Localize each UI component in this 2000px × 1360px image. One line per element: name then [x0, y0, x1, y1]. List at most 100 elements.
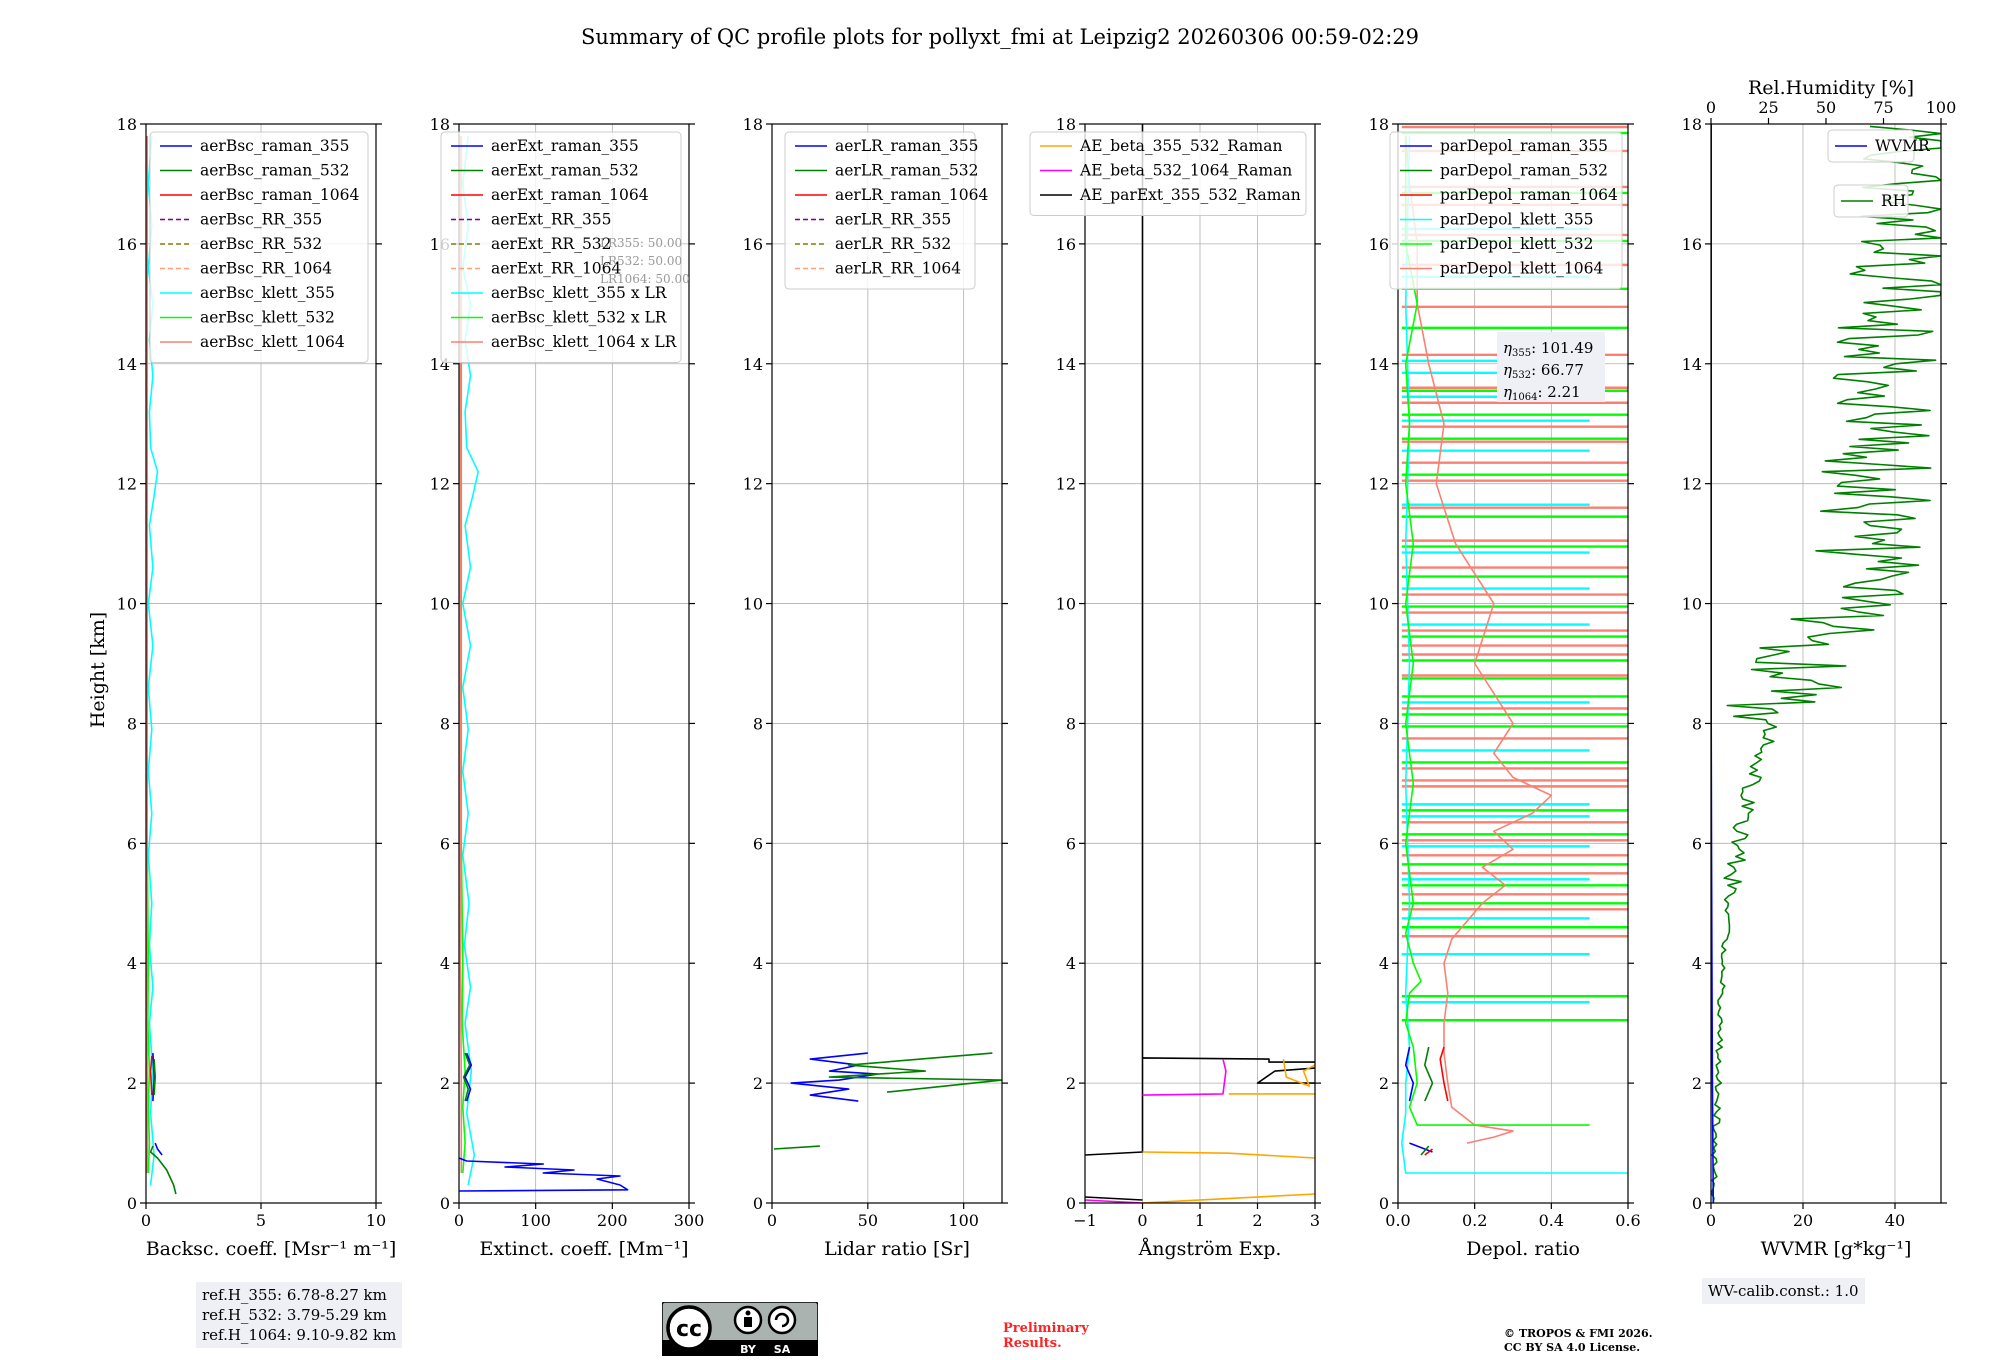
- y-tick-label: 18: [743, 115, 763, 134]
- eta-subscript: 532: [1512, 370, 1531, 381]
- eta-value: η1064: 2.21: [1503, 383, 1581, 403]
- gridlines: [1710, 123, 1941, 1204]
- legend-label: aerBsc_klett_355: [200, 284, 335, 302]
- legend-label: parDepol_raman_1064: [1440, 186, 1618, 204]
- axes-frame: [1397, 123, 1629, 1204]
- series-aerBsc_raman_532: [153, 1059, 156, 1096]
- y-tick-label: 14: [1369, 355, 1389, 374]
- series-parDepol_klett_1064: [1404, 135, 1553, 1144]
- legend-box: [1389, 131, 1623, 290]
- preliminary-results-note: Preliminary Results.: [1003, 1321, 1089, 1351]
- x-tick-label: 2: [1252, 1211, 1262, 1230]
- y-tick-label: 8: [1692, 714, 1702, 733]
- y-ticks: [1079, 123, 1321, 1204]
- y-tick-label: 12: [117, 475, 137, 494]
- y-tick-label: 12: [430, 475, 450, 494]
- y-tick-label: 6: [1692, 834, 1702, 853]
- y-tick-label: 10: [1369, 595, 1389, 614]
- x-tick-label: 0.6: [1615, 1211, 1640, 1230]
- eta-subscript: 1064: [1512, 392, 1537, 403]
- legend-label: aerBsc_klett_532 x LR: [491, 309, 668, 327]
- y-tick-label: 12: [1682, 475, 1702, 494]
- y-tick-label: 4: [1692, 954, 1702, 973]
- y-tick-label: 16: [117, 235, 137, 254]
- y-axis-label: Height [km]: [87, 612, 109, 728]
- legend: AE_beta_355_532_Raman AE_beta_532_1064_Ra…: [1029, 131, 1307, 216]
- series-aerExt_raman_355: [459, 1157, 629, 1192]
- x-tick-label: 200: [597, 1211, 628, 1230]
- legend-box: [149, 131, 369, 363]
- y-tick-label: 16: [1056, 235, 1076, 254]
- x-tick-label: −1: [1073, 1211, 1097, 1230]
- y-tick-label: 18: [117, 115, 137, 134]
- y-tick-label: 14: [743, 355, 763, 374]
- legend-rh: RH: [1833, 184, 1909, 218]
- eta-symbol: η: [1503, 383, 1512, 401]
- x-tick-label: 3: [1310, 1211, 1320, 1230]
- eta-number: : 2.21: [1537, 383, 1580, 401]
- y-tick-label: 14: [1056, 355, 1076, 374]
- axes-frame: [458, 123, 690, 1204]
- series-aerLR_raman_532: [773, 1145, 820, 1150]
- x-tick-label: 100: [948, 1211, 979, 1230]
- legend-label: parDepol_raman_532: [1440, 162, 1608, 180]
- series-aerExt_raman_532: [462, 1052, 471, 1102]
- y-ticks: [453, 123, 695, 1204]
- top-x-axis-label: Rel.Humidity [%]: [1748, 77, 1914, 99]
- y-tick-label: 2: [1379, 1074, 1389, 1093]
- legend-label: aerBsc_klett_1064 x LR: [491, 333, 678, 351]
- lidar-ratio-annotation: LR1064: 50.00: [600, 272, 690, 286]
- series-AE_beta_355_532_Raman: [1282, 1058, 1315, 1087]
- legend: aerLR_raman_355 aerLR_raman_532 aerLR_rama…: [784, 131, 988, 290]
- legend-label: parDepol_klett_532: [1440, 235, 1593, 253]
- y-tick-label: 2: [127, 1074, 137, 1093]
- legend-label: aerLR_raman_355: [835, 137, 978, 155]
- by-label: BY: [740, 1343, 757, 1356]
- x-tick-label: 100: [520, 1211, 551, 1230]
- legend-label: aerLR_raman_532: [835, 162, 978, 180]
- series-AE_parExt_355_532_Raman: [1085, 1057, 1315, 1156]
- legend-label: aerExt_raman_1064: [491, 186, 649, 204]
- x-tick-label: 0: [1137, 1211, 1147, 1230]
- panel-1: 0 2 4 6 8 10 12 14 16 18 0 5 10 Backsc. coeff. [Msr⁻¹…: [117, 115, 397, 1260]
- wv-calib-const: WV-calib.const.: 1.0: [1708, 1282, 1859, 1300]
- legend-label: aerExt_raman_532: [491, 162, 639, 180]
- series-AE_beta_532_1064_Raman: [1142, 1058, 1227, 1096]
- series-parDepol_raman_355: [1409, 1142, 1433, 1153]
- y-tick-label: 6: [753, 834, 763, 853]
- legend-label: WVMR: [1875, 137, 1931, 155]
- legend-label: AE_parExt_355_532_Raman: [1079, 186, 1301, 204]
- legend-box: [784, 131, 976, 290]
- y-tick-label: 16: [1369, 235, 1389, 254]
- series-aerLR_raman_532: [828, 1052, 1002, 1093]
- x-axis-label: Backsc. coeff. [Msr⁻¹ m⁻¹]: [146, 1238, 397, 1260]
- x-axis-label: WVMR [g*kg⁻¹]: [1761, 1238, 1912, 1260]
- y-tick-label: 0: [440, 1194, 450, 1213]
- top-x-tick-label: 50: [1816, 98, 1836, 117]
- series-parDepol_raman_1064: [1424, 1148, 1433, 1156]
- preliminary-line-2: Results.: [1003, 1336, 1062, 1351]
- legend-label: RH: [1881, 192, 1906, 210]
- y-tick-label: 8: [753, 714, 763, 733]
- y-tick-label: 6: [1379, 834, 1389, 853]
- panel-5: 0 2 4 6 8 10 12 14 16 18 0.0 0.2 0.4 0.6 Depol. ratio p…: [1369, 115, 1641, 1260]
- x-tick-label: 0: [141, 1211, 151, 1230]
- x-tick-label: 0: [1706, 1211, 1716, 1230]
- legend-label: aerBsc_raman_355: [200, 137, 350, 155]
- sa-label: SA: [774, 1343, 791, 1356]
- legend: aerBsc_raman_355 aerBsc_raman_532 aerBsc_r…: [149, 131, 369, 363]
- y-tick-label: 12: [1369, 475, 1389, 494]
- y-tick-label: 18: [1369, 115, 1389, 134]
- lidar-ratio-annotation: LR355: 50.00: [600, 236, 682, 250]
- legend-label: parDepol_klett_355: [1440, 211, 1593, 229]
- gridlines: [1084, 123, 1316, 1204]
- y-tick-label: 2: [440, 1074, 450, 1093]
- legend: aerExt_raman_355 aerExt_raman_532 aerExt_r…: [440, 131, 682, 363]
- x-tick-label: 5: [256, 1211, 266, 1230]
- y-tick-label: 2: [1066, 1074, 1076, 1093]
- top-x-tick-label: 100: [1926, 98, 1957, 117]
- y-tick-label: 4: [1379, 954, 1389, 973]
- x-tick-label: 0.0: [1385, 1211, 1410, 1230]
- y-tick-label: 18: [1056, 115, 1076, 134]
